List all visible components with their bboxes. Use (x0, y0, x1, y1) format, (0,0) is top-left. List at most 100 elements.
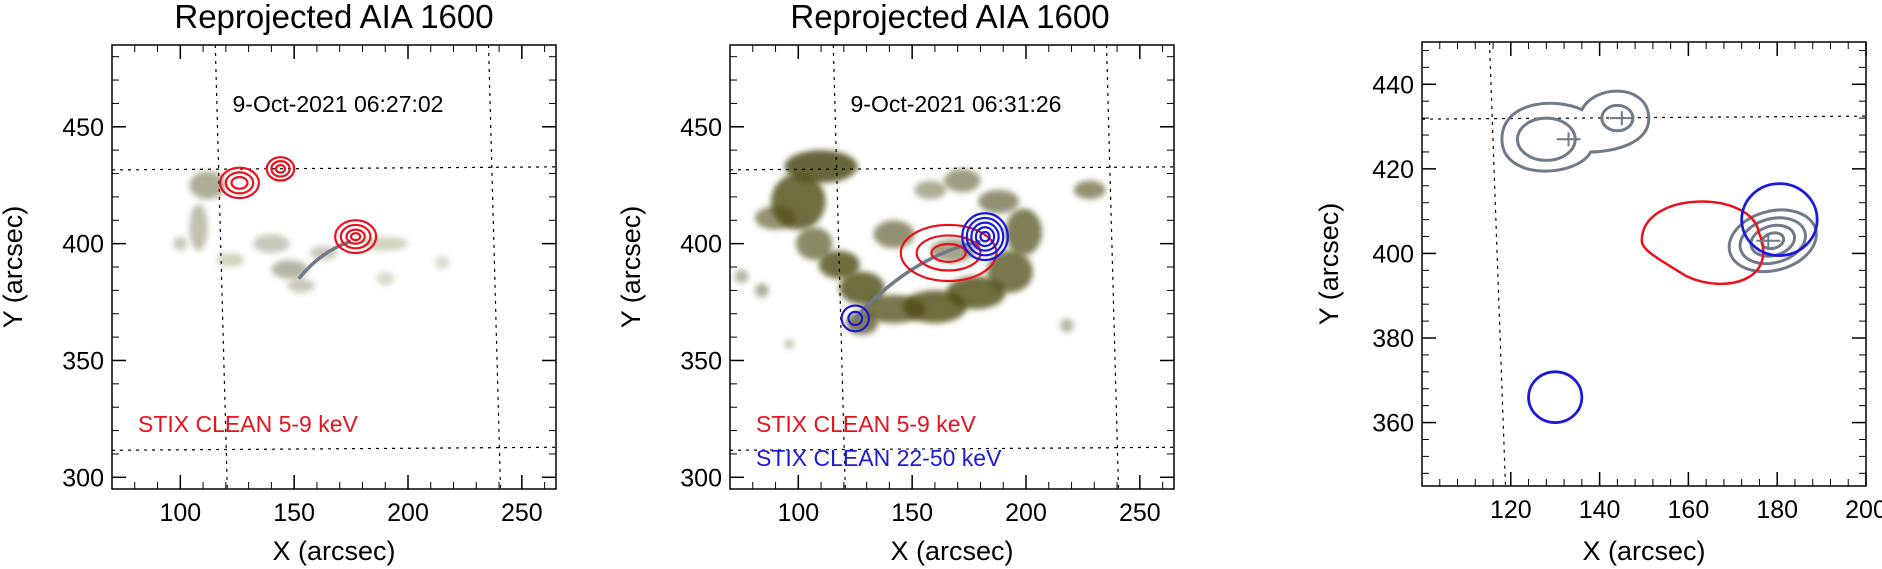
p0-blob-1 (189, 203, 208, 251)
panel-3-cross-2 (1756, 233, 1781, 248)
p0-contour-2-level-2 (345, 228, 366, 245)
p2-ytick-label-0: 360 (1372, 410, 1414, 438)
panel-1-aia-image (173, 171, 449, 293)
panel-2-ylabel: Y (arcsec) (616, 206, 646, 329)
p1-blob-4 (818, 250, 860, 279)
p0-contour-1-level-0 (265, 156, 296, 182)
p1-blob-2 (755, 206, 797, 230)
p0-contour-2-level-1 (339, 223, 372, 250)
p1-gridline-y-0 (730, 166, 1174, 171)
p0-gridline-y-0 (112, 166, 556, 171)
p1-blob-12 (944, 168, 981, 193)
panel-2-title: Reprojected AIA 1600 (790, 0, 1109, 35)
p2-ytick-label-2: 400 (1372, 240, 1414, 268)
p0-gridline-y-1 (112, 446, 556, 451)
panel-2-legend-5-9kev: STIX CLEAN 5-9 keV (756, 411, 977, 437)
p1-blob-20 (734, 269, 749, 284)
p2-ytick-label-1: 380 (1372, 325, 1414, 353)
p1-gridline-y-1 (730, 446, 1174, 451)
p1-blob-8 (946, 276, 1006, 310)
panel-1-title: Reprojected AIA 1600 (174, 0, 493, 35)
p0-contour-1-level-1 (270, 160, 291, 178)
p0-contour-2-level-3 (349, 232, 362, 242)
p1-ytick-label-2: 400 (680, 231, 722, 259)
panel-3: 120 140 160 180 200 360 380 400 420 440 X (arcsec… (1314, 41, 1882, 566)
panel-3-xlabel: X (arcsec) (1582, 536, 1705, 566)
panel-3-frame (1421, 41, 1867, 487)
p0-blob-7 (216, 252, 245, 267)
p1-blob-3 (796, 227, 833, 260)
p0-contour-0-level-1 (224, 171, 255, 195)
p0-ytick-label-2: 400 (62, 231, 104, 259)
p1-gridline-x-0 (832, 45, 846, 489)
panel-2: Reprojected AIA 1600 100 150 200 250 300 350 4… (616, 0, 1175, 566)
p0-ytick-label-3: 450 (62, 114, 104, 142)
panel-2-grid (730, 45, 1174, 489)
panel-3-blue-circle-0 (1740, 182, 1819, 257)
p0-blob-2 (253, 234, 290, 253)
p1-ytick-label-1: 350 (680, 347, 722, 375)
p1-contour-1-level-2 (970, 221, 1000, 252)
p0-contour-1-level-2 (274, 164, 287, 174)
p0-xtick-label-1: 150 (273, 499, 315, 527)
p1-blob-13 (914, 180, 947, 200)
p1-contour-1-level-1 (965, 216, 1005, 257)
panel-2-overlay (840, 212, 1009, 333)
p0-blob-8 (173, 236, 188, 251)
p1-xtick-label-3: 250 (1119, 499, 1161, 527)
p0-loop (297, 239, 352, 280)
p2-xtick-label-0: 120 (1490, 496, 1532, 524)
panel-2-aia-image (734, 150, 1106, 349)
p1-xtick-label-1: 150 (891, 499, 933, 527)
p1-contour-2-level-0 (840, 304, 870, 333)
p1-ytick-label-3: 450 (680, 114, 722, 142)
p1-blob-14 (873, 220, 915, 249)
p0-blob-0 (189, 171, 226, 200)
p0-gridline-x-0 (214, 45, 228, 489)
panel-3-grid (1422, 42, 1866, 486)
p2-gridline-x-0 (1488, 42, 1507, 486)
p1-blob-11 (978, 189, 1020, 214)
p1-blob-21 (784, 339, 794, 349)
panel-3-ylabel: Y (arcsec) (1314, 203, 1344, 326)
p2-xtick-label-1: 140 (1579, 496, 1621, 524)
p1-blob-18 (755, 283, 769, 298)
p0-xtick-label-2: 200 (387, 499, 429, 527)
p1-contour-1-level-4 (979, 230, 991, 243)
panel-1-ylabel: Y (arcsec) (0, 206, 28, 329)
p0-blob-4 (362, 236, 408, 251)
p0-ytick-label-0: 300 (62, 464, 104, 492)
p0-xtick-label-0: 100 (159, 499, 201, 527)
p1-gridline-x-1 (1105, 45, 1120, 489)
p1-contour-0-level-1 (915, 234, 982, 272)
p1-blob-19 (1060, 318, 1074, 333)
p0-contour-0-level-2 (230, 175, 249, 190)
panel-3-blue-circle-1 (1527, 370, 1584, 424)
p1-ytick-label-0: 300 (680, 464, 722, 492)
panel-3-overlay (1500, 89, 1819, 424)
p1-xtick-label-0: 100 (777, 499, 819, 527)
p0-blob-10 (435, 255, 449, 270)
p0-gridline-x-1 (487, 45, 502, 489)
panel-2-timestamp: 9-Oct-2021 06:31:26 (851, 91, 1062, 117)
p1-contour-1-level-0 (961, 212, 1009, 262)
panel-1-grid (112, 45, 556, 489)
p1-blob-17 (1073, 180, 1106, 200)
panel-1-legend-5-9kev: STIX CLEAN 5-9 keV (138, 411, 359, 437)
p2-xtick-label-2: 160 (1668, 496, 1710, 524)
panel-3-cross-1 (1609, 111, 1634, 126)
p1-blob-5 (839, 271, 885, 305)
p2-ytick-label-3: 420 (1372, 156, 1414, 184)
panel-1-ticks: 100 150 200 250 300 350 400 450 (62, 45, 556, 527)
p0-blob-5 (271, 259, 308, 279)
p1-contour-0-level-0 (899, 223, 998, 283)
p0-xtick-label-3: 250 (501, 499, 543, 527)
panel-3-double-source-outer (1500, 89, 1651, 173)
p0-contour-2-level-0 (334, 219, 378, 255)
panel-2-legend-22-50kev: STIX CLEAN 22-50 keV (756, 445, 1002, 471)
p1-contour-0-level-2 (930, 242, 967, 263)
p0-ytick-label-1: 350 (62, 347, 104, 375)
panel-1-xlabel: X (arcsec) (272, 536, 395, 566)
panel-3-red-contour (1640, 200, 1765, 286)
